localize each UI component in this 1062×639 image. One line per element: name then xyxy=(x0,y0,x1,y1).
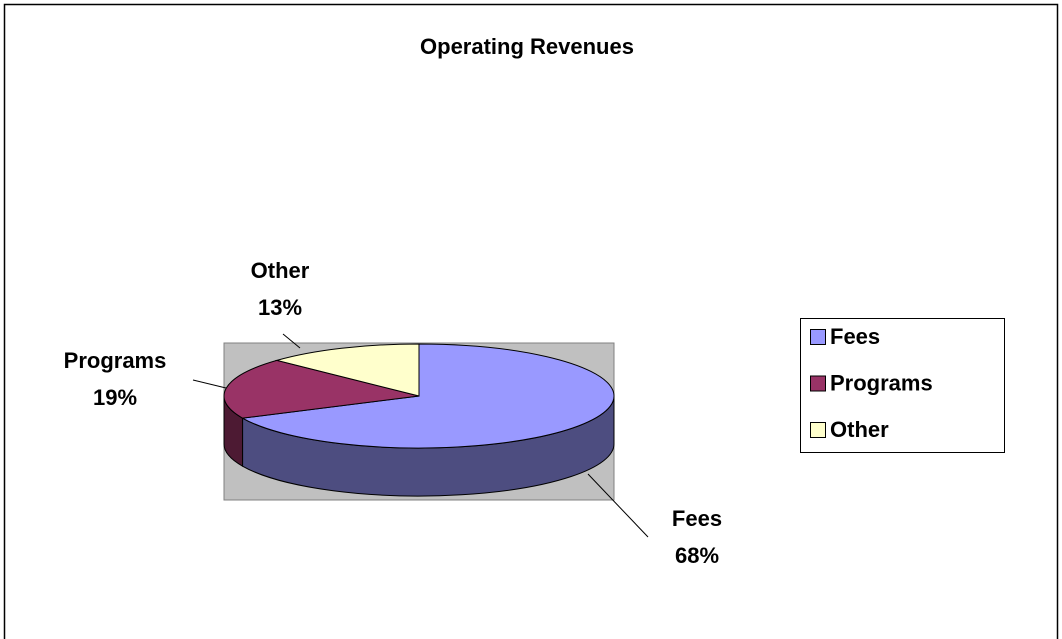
pie-slice xyxy=(240,343,615,449)
data-label-value: 68% xyxy=(675,543,719,568)
data-label-value: 19% xyxy=(93,385,137,410)
legend-box xyxy=(800,318,1005,453)
chart-title: Operating Revenues xyxy=(420,34,634,59)
leader-line xyxy=(282,333,301,349)
data-label-value: 13% xyxy=(258,295,302,320)
legend-swatch xyxy=(810,375,826,392)
data-label-name: Fees xyxy=(672,506,722,531)
data-label-name: Programs xyxy=(64,348,167,373)
legend-swatch xyxy=(810,422,826,438)
legend-swatch xyxy=(810,329,826,345)
leader-line xyxy=(192,379,227,389)
legend-label: Programs xyxy=(830,370,933,395)
legend-label: Other xyxy=(830,417,889,442)
legend-label: Fees xyxy=(830,324,880,349)
data-label-name: Other xyxy=(251,258,310,283)
pie-slice xyxy=(223,359,420,419)
leader-line xyxy=(587,473,649,538)
pie-slice xyxy=(274,343,420,397)
